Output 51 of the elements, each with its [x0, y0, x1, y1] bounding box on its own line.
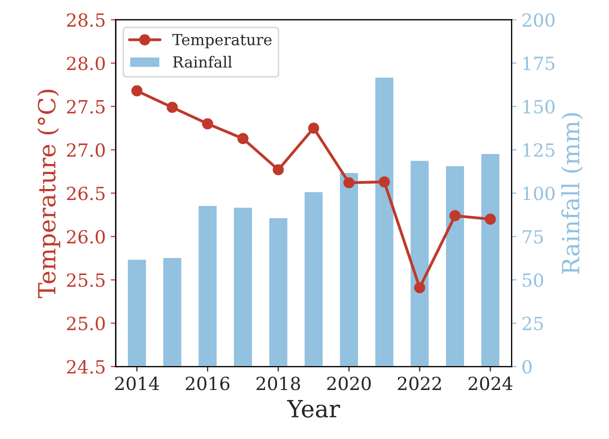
bar [303, 190, 324, 367]
point [484, 214, 496, 225]
legend-label: Rainfall [173, 56, 232, 68]
y-tick-label: 26.0 [67, 230, 105, 244]
point [202, 118, 214, 130]
y-tick-label: 27.5 [67, 100, 105, 114]
bar [338, 172, 360, 367]
y-tick-label: 24.5 [67, 360, 105, 374]
point [166, 102, 178, 113]
x-tick-label: 2024 [468, 376, 512, 390]
y2-tick-label: 150 [523, 100, 555, 114]
y-tick-label: 26.5 [67, 186, 105, 200]
bar [197, 204, 218, 367]
x-axis-title: Year [286, 400, 340, 418]
y-tick-label: 25.5 [67, 273, 105, 287]
y2-tick-label: 200 [522, 13, 555, 27]
point [237, 132, 249, 144]
point [308, 122, 320, 134]
y-tick-label: 28.0 [67, 56, 105, 70]
bar [268, 216, 289, 367]
x-tick-label: 2018 [256, 376, 300, 390]
point [343, 177, 355, 188]
bar [444, 164, 466, 367]
y2-tick-label: 125 [523, 143, 554, 157]
y2-axis-title: Rainfall (mm) [561, 113, 583, 274]
y2-tick-label: 25 [522, 316, 543, 330]
x-tick-label: 2014 [115, 376, 159, 390]
y2-tick-label: 50 [522, 273, 544, 287]
point [378, 176, 390, 188]
x-tick-label: 2022 [398, 376, 441, 390]
point [131, 85, 142, 96]
bar [232, 206, 254, 367]
y2-tick-label: 100 [523, 186, 555, 200]
point [414, 282, 426, 294]
y-tick-label: 28.5 [67, 13, 105, 27]
y2-tick-label: 0 [522, 360, 532, 374]
y-tick-label: 25.0 [67, 316, 105, 330]
point [449, 210, 461, 222]
y2-tick-label: 75 [522, 230, 543, 244]
x-tick-label: 2016 [186, 376, 230, 390]
y-tick-label: 27.0 [67, 143, 105, 157]
legend-label: Temperature [172, 34, 272, 48]
bar [126, 258, 148, 367]
x-tick-label: 2020 [327, 376, 371, 390]
y-axis-title: Temperature (°C) [37, 90, 60, 298]
point [272, 164, 284, 176]
y2-tick-label: 175 [523, 56, 554, 70]
bar [480, 152, 501, 367]
bar [374, 76, 395, 367]
bar [162, 256, 183, 367]
bar [409, 160, 430, 367]
